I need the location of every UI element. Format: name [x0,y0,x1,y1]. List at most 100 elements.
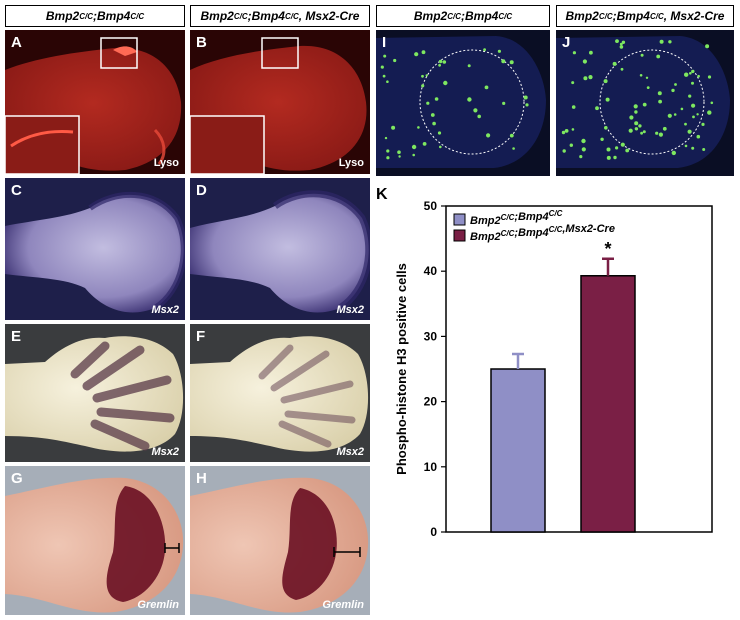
panel-c-image [5,191,185,313]
panel-d-image [190,190,370,313]
ph3-positive-cell [702,148,706,151]
ph3-positive-cell [583,76,588,81]
ph3-positive-cell [605,97,610,102]
panel-e-image [5,336,184,452]
ph3-positive-cell [658,99,662,104]
ph3-positive-cell [386,149,390,153]
panel-e-msx2-control: E Msx2 [5,324,185,462]
ph3-positive-cell [668,40,672,44]
error-bar [512,352,524,369]
y-tick-label: 30 [424,329,438,343]
y-axis-label: Phospho-histone H3 positive cells [394,263,409,475]
panel-g-gremlin-control: G Gremlin [5,466,185,615]
ph3-positive-cell [572,51,576,55]
ph3-positive-cell [417,126,420,129]
ph3-positive-cell [600,137,604,141]
ph3-positive-cell [655,131,659,135]
ph3-positive-cell [634,127,639,131]
ph3-positive-cell [684,144,688,148]
header-mutant-right: Bmp2 C/C ;Bmp4 C/C, Msx2-Cre [556,5,734,27]
ph3-positive-cell [391,125,396,130]
panel-label: G [11,470,23,487]
ph3-positive-cell [667,113,672,118]
ph3-positive-cell [658,132,663,137]
ph3-positive-cell [589,50,593,55]
panel-d-msx2-mutant: D Msx2 [190,178,370,320]
stain-label: Lyso [153,157,179,169]
panel-b-image [190,37,367,174]
ph3-positive-cell [393,58,397,63]
ph3-positive-cell [483,48,486,52]
ph3-positive-cell [439,145,442,149]
ph3-positive-cell [438,63,441,67]
panel-j-image [556,36,730,168]
panel-a-lyso-control: A Lyso [5,30,185,174]
y-tick-label: 50 [424,199,438,213]
y-axis: 0 10 20 30 40 50 [424,199,446,539]
ph3-positive-cell [705,44,710,49]
ph3-positive-cell [697,74,700,78]
ph3-positive-cell [620,67,624,71]
plot-frame [445,205,713,533]
ph3-positive-cell [421,74,424,78]
ph3-positive-cell [421,84,425,88]
panel-f-msx2-mutant: F Msx2 [190,324,370,462]
ph3-positive-cell [640,131,643,135]
ph3-positive-cell [509,133,514,138]
ph3-positive-cell [502,101,506,105]
ph3-positive-cell [606,147,611,152]
ph3-positive-cell [412,153,415,157]
ph3-positive-cell [477,114,481,119]
ph3-positive-cell [386,80,389,83]
ph3-positive-cell [411,144,417,150]
ph3-positive-cell [425,74,428,77]
y-tick-label: 40 [424,264,438,278]
panel-label: J [562,34,571,51]
panel-h-gremlin-mutant: H Gremlin [190,466,370,615]
ph3-positive-cell [640,53,644,57]
panel-i-image [376,36,546,168]
ph3-positive-cell [662,126,667,131]
ph3-positive-cell [437,131,442,135]
y-tick-label: 20 [424,395,438,409]
ph3-positive-cell [603,79,608,84]
panel-g-image [5,477,184,613]
ph3-positive-cell [691,103,696,108]
panel-label: F [196,328,206,345]
ph3-positive-cell [688,94,692,98]
ph3-positive-cell [467,97,472,102]
gene-label: Msx2 [151,304,179,316]
ph3-dots [561,39,714,160]
ph3-positive-cell [571,81,575,85]
y-tick-label: 0 [430,525,437,539]
ph3-positive-cell [571,128,575,131]
ph3-positive-cell [430,113,435,117]
ph3-positive-cell [638,124,642,128]
ph3-positive-cell [680,107,684,111]
ph3-positive-cell [595,106,599,111]
gene-label: Msx2 [336,304,364,316]
ph3-positive-cell [501,59,506,64]
ph3-positive-cell [509,60,514,65]
ph3-positive-cell [426,101,430,105]
ph3-positive-cell [414,52,419,57]
ph3-positive-cell [691,69,695,74]
ph3-positive-cell [615,146,619,150]
ph3-positive-cell [629,115,634,120]
gene-label: Gremlin [322,599,364,611]
y-tick-label: 10 [424,460,438,474]
panel-label: I [382,34,387,51]
panel-h-image [190,477,369,613]
panel-c-msx2-control: C Msx2 [5,178,185,320]
legend-label: Bmp2C/C;Bmp4C/C [470,209,563,227]
ph3-positive-cell [634,121,639,126]
ph3-positive-cell [398,155,401,158]
panel-label: D [196,182,207,199]
legend-swatch [453,229,466,242]
bar-control [490,368,546,533]
ph3-positive-cell [633,104,638,109]
ph3-positive-cell [523,95,528,100]
panel-label-k: K [376,186,388,203]
header-mutant-left: Bmp2 C/C ;Bmp4 C/C, Msx2-Cre [190,5,370,27]
legend-swatch [453,213,466,226]
